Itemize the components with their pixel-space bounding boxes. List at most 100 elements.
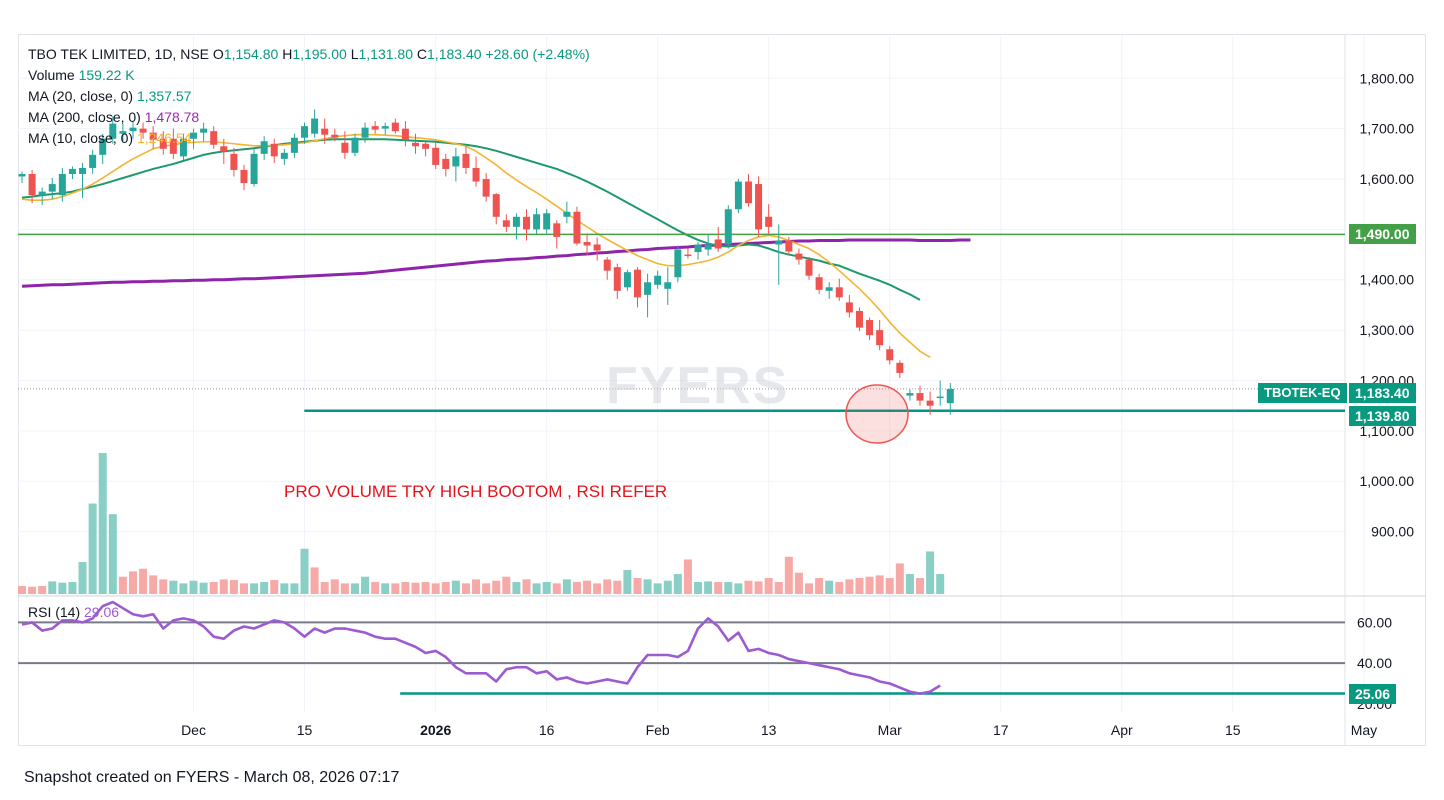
candle-body: [502, 220, 510, 227]
candle-body: [623, 272, 631, 288]
open-value: 1,154.80: [223, 46, 279, 62]
candle-body: [553, 223, 561, 237]
volume-bar: [583, 580, 592, 594]
candle-body: [371, 126, 379, 130]
volume-bar: [260, 582, 269, 594]
volume-bar: [229, 580, 238, 594]
volume-bar: [250, 583, 259, 594]
volume-bar: [754, 581, 763, 594]
chart-frame: [18, 34, 1426, 746]
volume-value: 159.22 K: [78, 67, 135, 83]
candle-body: [210, 131, 218, 145]
volume-bar: [603, 579, 612, 594]
candle-body: [351, 137, 359, 153]
chart-annotation[interactable]: PRO VOLUME TRY HIGH BOOTOM , RSI REFER: [284, 482, 668, 501]
volume-bar: [68, 582, 77, 594]
candle-body: [341, 142, 349, 153]
candle-body: [795, 253, 803, 260]
candle-body: [926, 400, 934, 406]
volume-bar: [875, 575, 884, 594]
candle-body: [412, 142, 420, 147]
volume-bar: [936, 574, 945, 594]
candle-body: [321, 128, 329, 135]
volume-bar: [139, 568, 148, 594]
volume-bar: [280, 583, 289, 594]
volume-bar: [774, 582, 783, 594]
volume-bar: [239, 583, 248, 594]
volume-bar: [805, 583, 814, 594]
high-value: 1,195.00: [292, 46, 347, 62]
ma10-row[interactable]: MA (10, close, 0) 1,246.54: [28, 130, 192, 146]
volume-bar: [572, 582, 581, 594]
candle-body: [18, 173, 26, 177]
candle-body: [694, 244, 702, 253]
volume-bar: [794, 572, 803, 594]
volume-bar: [815, 578, 824, 594]
volume-bar: [905, 574, 914, 594]
volume-bar: [744, 580, 753, 594]
candle-body: [825, 287, 833, 291]
candle-body: [755, 184, 763, 230]
time-tick-label: 16: [539, 722, 555, 738]
volume-bar: [169, 580, 178, 594]
volume-bar: [88, 503, 97, 594]
ma20-row[interactable]: MA (20, close, 0) 1,357.57: [28, 88, 192, 104]
candle-body: [714, 239, 722, 249]
candle-body: [280, 152, 288, 159]
chart-title[interactable]: TBO TEK LIMITED, 1D, NSE: [28, 46, 210, 62]
volume-bar: [885, 578, 894, 594]
volume-bar: [118, 576, 127, 594]
time-tick-label: Dec: [181, 722, 206, 738]
candle-body: [855, 310, 863, 328]
volume-bar: [179, 583, 188, 594]
candle-body: [835, 287, 843, 298]
candle-body: [401, 128, 409, 140]
highlight-ellipse: [845, 384, 909, 444]
volume-bar: [451, 580, 460, 594]
candle-body: [906, 393, 914, 396]
volume-bar: [58, 582, 67, 594]
candle-body: [765, 216, 773, 227]
candle-body: [916, 393, 924, 401]
time-tick-label: 2026: [420, 722, 451, 738]
volume-bar: [492, 580, 501, 594]
candle-body: [301, 126, 309, 138]
volume-bar: [472, 579, 481, 594]
time-tick-label: May: [1351, 722, 1377, 738]
volume-row[interactable]: Volume 159.22 K: [28, 67, 135, 83]
volume-bar: [159, 579, 168, 594]
candle-body: [523, 216, 530, 230]
volume-bar: [653, 583, 662, 594]
ma200-line: [21, 238, 971, 288]
volume-bar: [926, 551, 935, 594]
time-tick-label: Feb: [646, 722, 670, 738]
rsi-legend[interactable]: RSI (14) 29.06: [28, 604, 120, 620]
candle-body: [866, 320, 874, 336]
volume-bar: [694, 582, 703, 594]
volume-bar: [391, 583, 400, 594]
volume-bar: [149, 575, 158, 594]
volume-bar: [784, 556, 793, 594]
time-tick-label: Mar: [878, 722, 902, 738]
volume-bar: [18, 586, 26, 594]
volume-bar: [371, 582, 380, 594]
volume-bar: [361, 576, 370, 594]
volume-bar: [441, 582, 450, 594]
candle-body: [452, 156, 460, 167]
candle-body: [432, 147, 440, 165]
candle-body: [119, 131, 127, 134]
volume-bar: [209, 582, 218, 594]
candle-body: [593, 244, 601, 251]
candle-body: [573, 211, 581, 244]
candle-body: [512, 216, 520, 227]
ma200-value: 1,478.78: [144, 109, 200, 125]
volume-bar: [724, 582, 733, 594]
candle-body: [896, 362, 904, 373]
candle-body: [734, 181, 742, 210]
volume-bar: [562, 579, 571, 594]
time-tick-label: 17: [993, 722, 1009, 738]
volume-bar: [552, 583, 561, 594]
rsi-value: 29.06: [84, 604, 120, 620]
volume-bar: [48, 581, 57, 594]
ma200-row[interactable]: MA (200, close, 0) 1,478.78: [28, 109, 200, 125]
